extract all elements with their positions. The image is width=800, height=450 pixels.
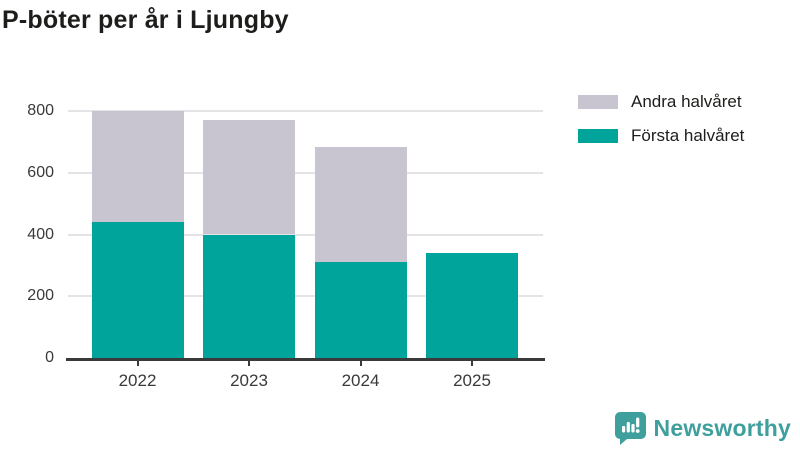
y-axis-tick-label-0: 0: [45, 349, 54, 366]
x-axis-tick-label-2024: 2024: [341, 371, 380, 390]
x-axis-tick-label-2023: 2023: [230, 371, 268, 390]
y-gridline-200: [68, 295, 543, 298]
bar-segment-f-rsta-halv-ret-2024: [314, 262, 407, 358]
x-axis-line: [66, 358, 545, 361]
x-axis-tick-2025: [471, 360, 473, 366]
legend-item-andra-halvaret: Andra halvåret: [578, 92, 744, 112]
x-axis-tick-2024: [359, 360, 362, 366]
y-gridline-800: [68, 110, 543, 112]
y-gridline-400: [68, 233, 543, 236]
chart-title: P-böter per år i Ljungby: [2, 6, 289, 34]
y-axis-tick-label-800: 800: [27, 102, 54, 119]
legend-swatch-andra-halvaret: [578, 95, 618, 109]
bar-segment-f-rsta-halv-ret-2025: [426, 253, 518, 358]
bar-segment-f-rsta-halv-ret-2023: [203, 234, 295, 358]
newsworthy-logo: Newsworthy: [614, 411, 791, 445]
newsworthy-chart-bubble-icon: [614, 412, 646, 445]
legend-label-forsta-halvaret: Första halvåret: [631, 126, 745, 145]
legend-item-forsta-halvaret: Första halvåret: [578, 126, 744, 146]
legend: Andra halvåret Första halvåret: [578, 92, 744, 146]
legend-swatch-forsta-halvaret: [578, 129, 618, 143]
x-axis-tick-2023: [248, 360, 250, 366]
x-axis-tick-2022: [136, 360, 139, 366]
y-axis-tick-label-600: 600: [27, 163, 54, 181]
bar-segment-f-rsta-halv-ret-2022: [91, 222, 184, 358]
y-axis-tick-label-200: 200: [27, 287, 54, 305]
legend-label-andra-halvaret: Andra halvåret: [631, 92, 742, 111]
bar-segment-andra-halv-ret-2024: [314, 146, 407, 263]
newsworthy-logo-text: Newsworthy: [653, 414, 791, 441]
bar-segment-andra-halv-ret-2023: [203, 120, 295, 235]
bar-segment-andra-halv-ret-2022: [91, 111, 184, 223]
y-gridline-600: [68, 171, 543, 174]
x-axis-tick-label-2022: 2022: [118, 371, 157, 390]
y-axis-tick-label-400: 400: [27, 225, 54, 243]
x-axis-tick-label-2025: 2025: [453, 371, 491, 390]
